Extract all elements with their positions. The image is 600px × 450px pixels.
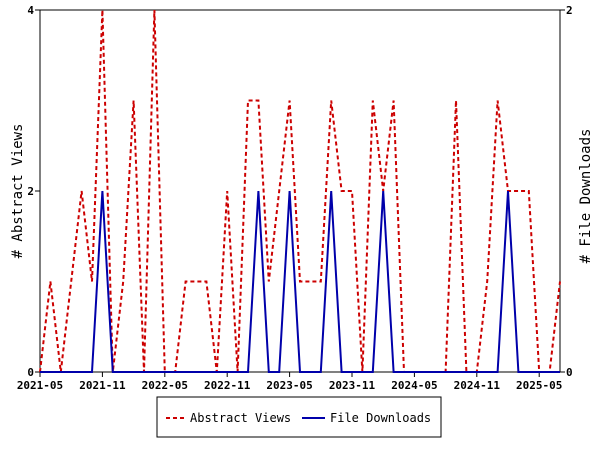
x-tick-label: 2021-05 (17, 379, 63, 392)
x-tick-label: 2024-11 (454, 379, 501, 392)
y-right-tick-label: 0 (566, 366, 573, 379)
x-tick-label: 2025-05 (516, 379, 562, 392)
x-tick-label: 2022-05 (142, 379, 188, 392)
legend-box (156, 396, 442, 438)
y-left-axis-title: # Abstract Views (10, 124, 26, 259)
x-tick-label: 2024-05 (391, 379, 437, 392)
x-tick-label: 2023-11 (329, 379, 376, 392)
series-lines (39, 9, 561, 373)
x-tick-label: 2021-11 (79, 379, 126, 392)
plot-area (39, 9, 561, 373)
y-right-tick-label: 2 (566, 4, 573, 17)
y-left-tick-label: 0 (27, 366, 34, 379)
x-tick-label: 2023-05 (266, 379, 312, 392)
y-left-tick-label: 2 (27, 185, 34, 198)
x-tick-label: 2022-11 (204, 379, 251, 392)
legend-label-file-downloads: File Downloads (330, 411, 431, 425)
y-right-axis-title: # File Downloads (578, 129, 594, 264)
y-left-tick-label: 4 (27, 4, 34, 17)
legend: Abstract Views File Downloads (156, 396, 442, 438)
axis-ticks: 2021-05 2021-11 2022-05 2022-11 2023-05 2023-… (17, 4, 573, 392)
legend-label-abstract-views: Abstract Views (190, 411, 291, 425)
